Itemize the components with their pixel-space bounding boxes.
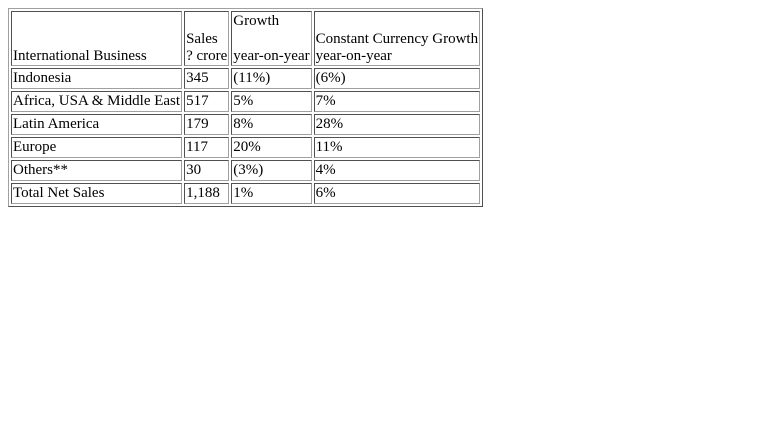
cell-growth: 5% [231,91,312,112]
cell-cc-growth: 11% [313,137,481,158]
cell-business: Others** [11,160,183,181]
header-sales: Sales ? crore [184,11,230,66]
cell-growth: 8% [231,114,312,135]
header-growth: Growth year-on-year [231,11,312,66]
cell-sales: 345 [184,68,230,89]
header-business: International Business [11,11,183,66]
cell-sales: 517 [184,91,230,112]
cell-sales: 117 [184,137,230,158]
cell-business: Europe [11,137,183,158]
cell-business: Africa, USA & Middle East [11,91,183,112]
table-row-total: Total Net Sales 1,188 1% 6% [11,183,481,204]
header-sales-unit: ? crore [186,48,228,64]
cell-business: Total Net Sales [11,183,183,204]
table-body: International Business Sales ? crore Gro… [11,11,481,204]
header-business-label: International Business [13,48,147,64]
table-row: Europe 117 20% 11% [11,137,481,158]
header-cc-growth-label: Constant Currency Growth [315,31,479,47]
cell-cc-growth: (6%) [313,68,481,89]
international-business-table: International Business Sales ? crore Gro… [8,8,484,207]
cell-cc-growth: 6% [313,183,481,204]
cell-growth: 20% [231,137,312,158]
cell-growth: 1% [231,183,312,204]
cell-cc-growth: 7% [313,91,481,112]
cell-cc-growth: 4% [313,160,481,181]
header-growth-label: Growth [233,13,280,29]
cell-cc-growth: 28% [313,114,481,135]
cell-business: Latin America [11,114,183,135]
cell-growth: (3%) [231,160,312,181]
cell-growth: (11%) [231,68,312,89]
cell-sales: 179 [184,114,230,135]
cell-business: Indonesia [11,68,183,89]
header-sales-label: Sales [186,31,218,47]
header-cc-growth: Constant Currency Growth year-on-year [313,11,481,66]
table-row: Latin America 179 8% 28% [11,114,481,135]
table-header-row: International Business Sales ? crore Gro… [11,11,481,66]
table-row: Others** 30 (3%) 4% [11,160,481,181]
cell-sales: 30 [184,160,230,181]
table-row: Africa, USA & Middle East 517 5% 7% [11,91,481,112]
cell-sales: 1,188 [184,183,230,204]
header-cc-growth-period: year-on-year [315,48,392,64]
table-row: Indonesia 345 (11%) (6%) [11,68,481,89]
header-growth-period: year-on-year [233,48,310,64]
